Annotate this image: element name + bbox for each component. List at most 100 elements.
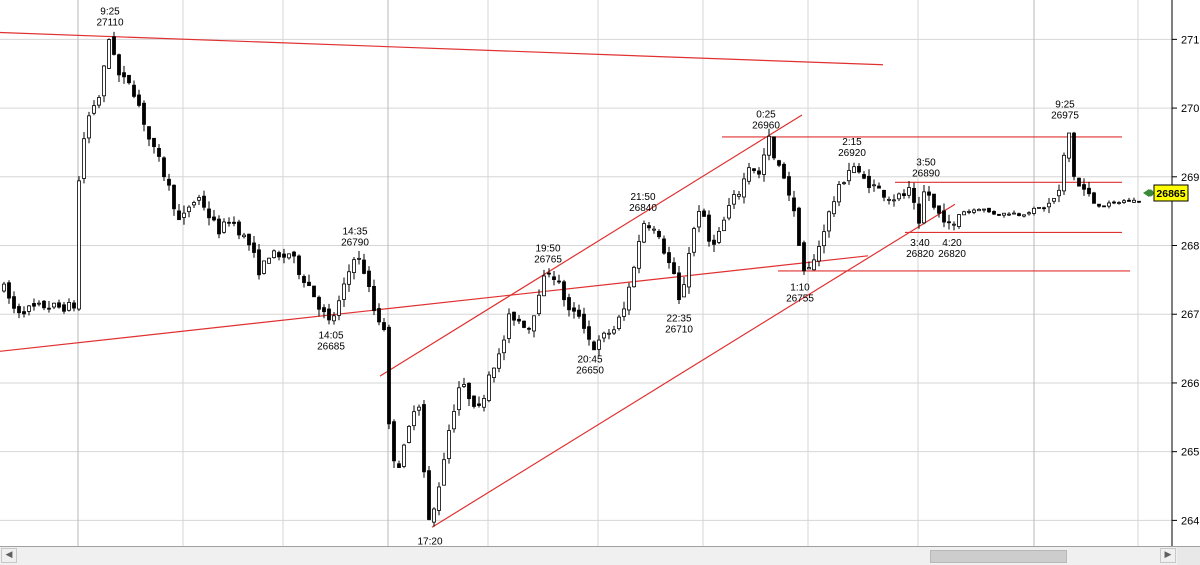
- candle-body: [567, 297, 571, 311]
- candle-body: [887, 199, 891, 201]
- candle-body: [382, 322, 386, 331]
- candle-body: [562, 281, 566, 301]
- chart-background: [0, 0, 1200, 546]
- candle-body: [37, 302, 41, 305]
- candle-body: [1122, 200, 1126, 203]
- candle-body: [12, 296, 16, 309]
- annotation-price: 26840: [629, 203, 657, 214]
- scroll-right-icon[interactable]: ▶: [1160, 548, 1176, 563]
- candle-body: [57, 302, 61, 308]
- candle-body: [392, 421, 396, 462]
- candle-body: [207, 208, 211, 219]
- candle-body: [947, 221, 951, 224]
- candle-body: [137, 94, 141, 106]
- candle-body: [192, 202, 196, 206]
- candle-body: [1097, 203, 1101, 207]
- candle-body: [1132, 199, 1136, 203]
- candle-body: [897, 193, 901, 200]
- scrollbar-thumb[interactable]: [930, 550, 1067, 563]
- candle-body: [617, 316, 621, 330]
- candle-body: [732, 194, 736, 205]
- candle-body: [557, 280, 561, 283]
- candle-body: [512, 311, 516, 321]
- trendlines[interactable]: [0, 31, 1130, 528]
- candle-body: [92, 105, 96, 114]
- candle-body: [427, 470, 431, 520]
- candle-body: [87, 115, 91, 139]
- y-tick-label: 264: [1181, 515, 1199, 527]
- candle-body: [152, 137, 156, 148]
- trendline[interactable]: [431, 203, 956, 528]
- candle-body: [747, 167, 751, 182]
- candle-body: [667, 252, 671, 264]
- candle-body: [682, 284, 686, 298]
- trendline[interactable]: [379, 114, 803, 377]
- candle-body: [627, 286, 631, 311]
- candle-body: [352, 259, 356, 273]
- candle-body: [232, 221, 236, 224]
- candle-body: [807, 267, 811, 270]
- candle-body: [22, 311, 26, 315]
- annotation-price: 26890: [912, 169, 940, 180]
- candle-body: [687, 253, 691, 288]
- candle-body: [1127, 199, 1131, 202]
- candle-body: [1137, 200, 1141, 203]
- y-tick-label: 270: [1181, 103, 1199, 115]
- candle-body: [487, 374, 491, 401]
- candle-body: [212, 216, 216, 221]
- candle-body: [922, 191, 926, 224]
- candle-body: [797, 207, 801, 246]
- candle-body: [327, 308, 331, 321]
- candle-body: [112, 36, 116, 55]
- candle-body: [587, 326, 591, 340]
- candle-body: [377, 308, 381, 323]
- candle-body: [342, 283, 346, 300]
- candle-body: [707, 214, 711, 242]
- candle-body: [507, 313, 511, 339]
- candle-body: [182, 212, 186, 218]
- candle-body: [222, 221, 226, 233]
- candle-body: [162, 157, 166, 178]
- scrollbar-track[interactable]: [18, 549, 1158, 563]
- candle-body: [437, 486, 441, 511]
- candle-body: [642, 223, 646, 243]
- candle-body: [147, 126, 151, 140]
- candle-body: [317, 296, 321, 310]
- candle-body: [1022, 214, 1026, 217]
- candle-body: [517, 318, 521, 322]
- candle-body: [872, 184, 876, 187]
- candle-body: [877, 185, 881, 189]
- candle-body: [852, 166, 856, 174]
- trendline[interactable]: [0, 31, 884, 66]
- candle-body: [1102, 205, 1106, 208]
- candle-body: [637, 241, 641, 269]
- candle-body: [677, 272, 681, 300]
- candle-body: [27, 305, 31, 312]
- candle-body: [822, 231, 826, 247]
- candle-body: [257, 249, 261, 276]
- price-axis: 271 270 269 268 267 266 265 264: [1172, 34, 1199, 527]
- candle-body: [632, 266, 636, 288]
- candle-body: [932, 193, 936, 208]
- candle-body: [272, 250, 276, 259]
- horizontal-scrollbar[interactable]: ◀ ▶: [0, 546, 1200, 565]
- candle-body: [1062, 154, 1066, 192]
- candle-body: [802, 242, 806, 272]
- candle-body: [657, 231, 661, 238]
- scroll-left-icon[interactable]: ◀: [1, 548, 17, 563]
- candle-body: [977, 208, 981, 212]
- candle-body: [772, 136, 776, 159]
- candle-body: [792, 197, 796, 212]
- candle-body: [647, 225, 651, 229]
- candle-body: [742, 178, 746, 198]
- candle-body: [77, 180, 81, 310]
- candle-body: [1067, 132, 1071, 159]
- annotation-time: 22:35: [666, 313, 691, 324]
- candle-body: [347, 271, 351, 285]
- annotation-time: 2:15: [842, 137, 862, 148]
- annotation-time: 0:25: [756, 110, 776, 121]
- annotation-price: 26790: [341, 237, 369, 248]
- candle-body: [552, 276, 556, 280]
- candle-body: [527, 327, 531, 330]
- trendline[interactable]: [0, 255, 869, 352]
